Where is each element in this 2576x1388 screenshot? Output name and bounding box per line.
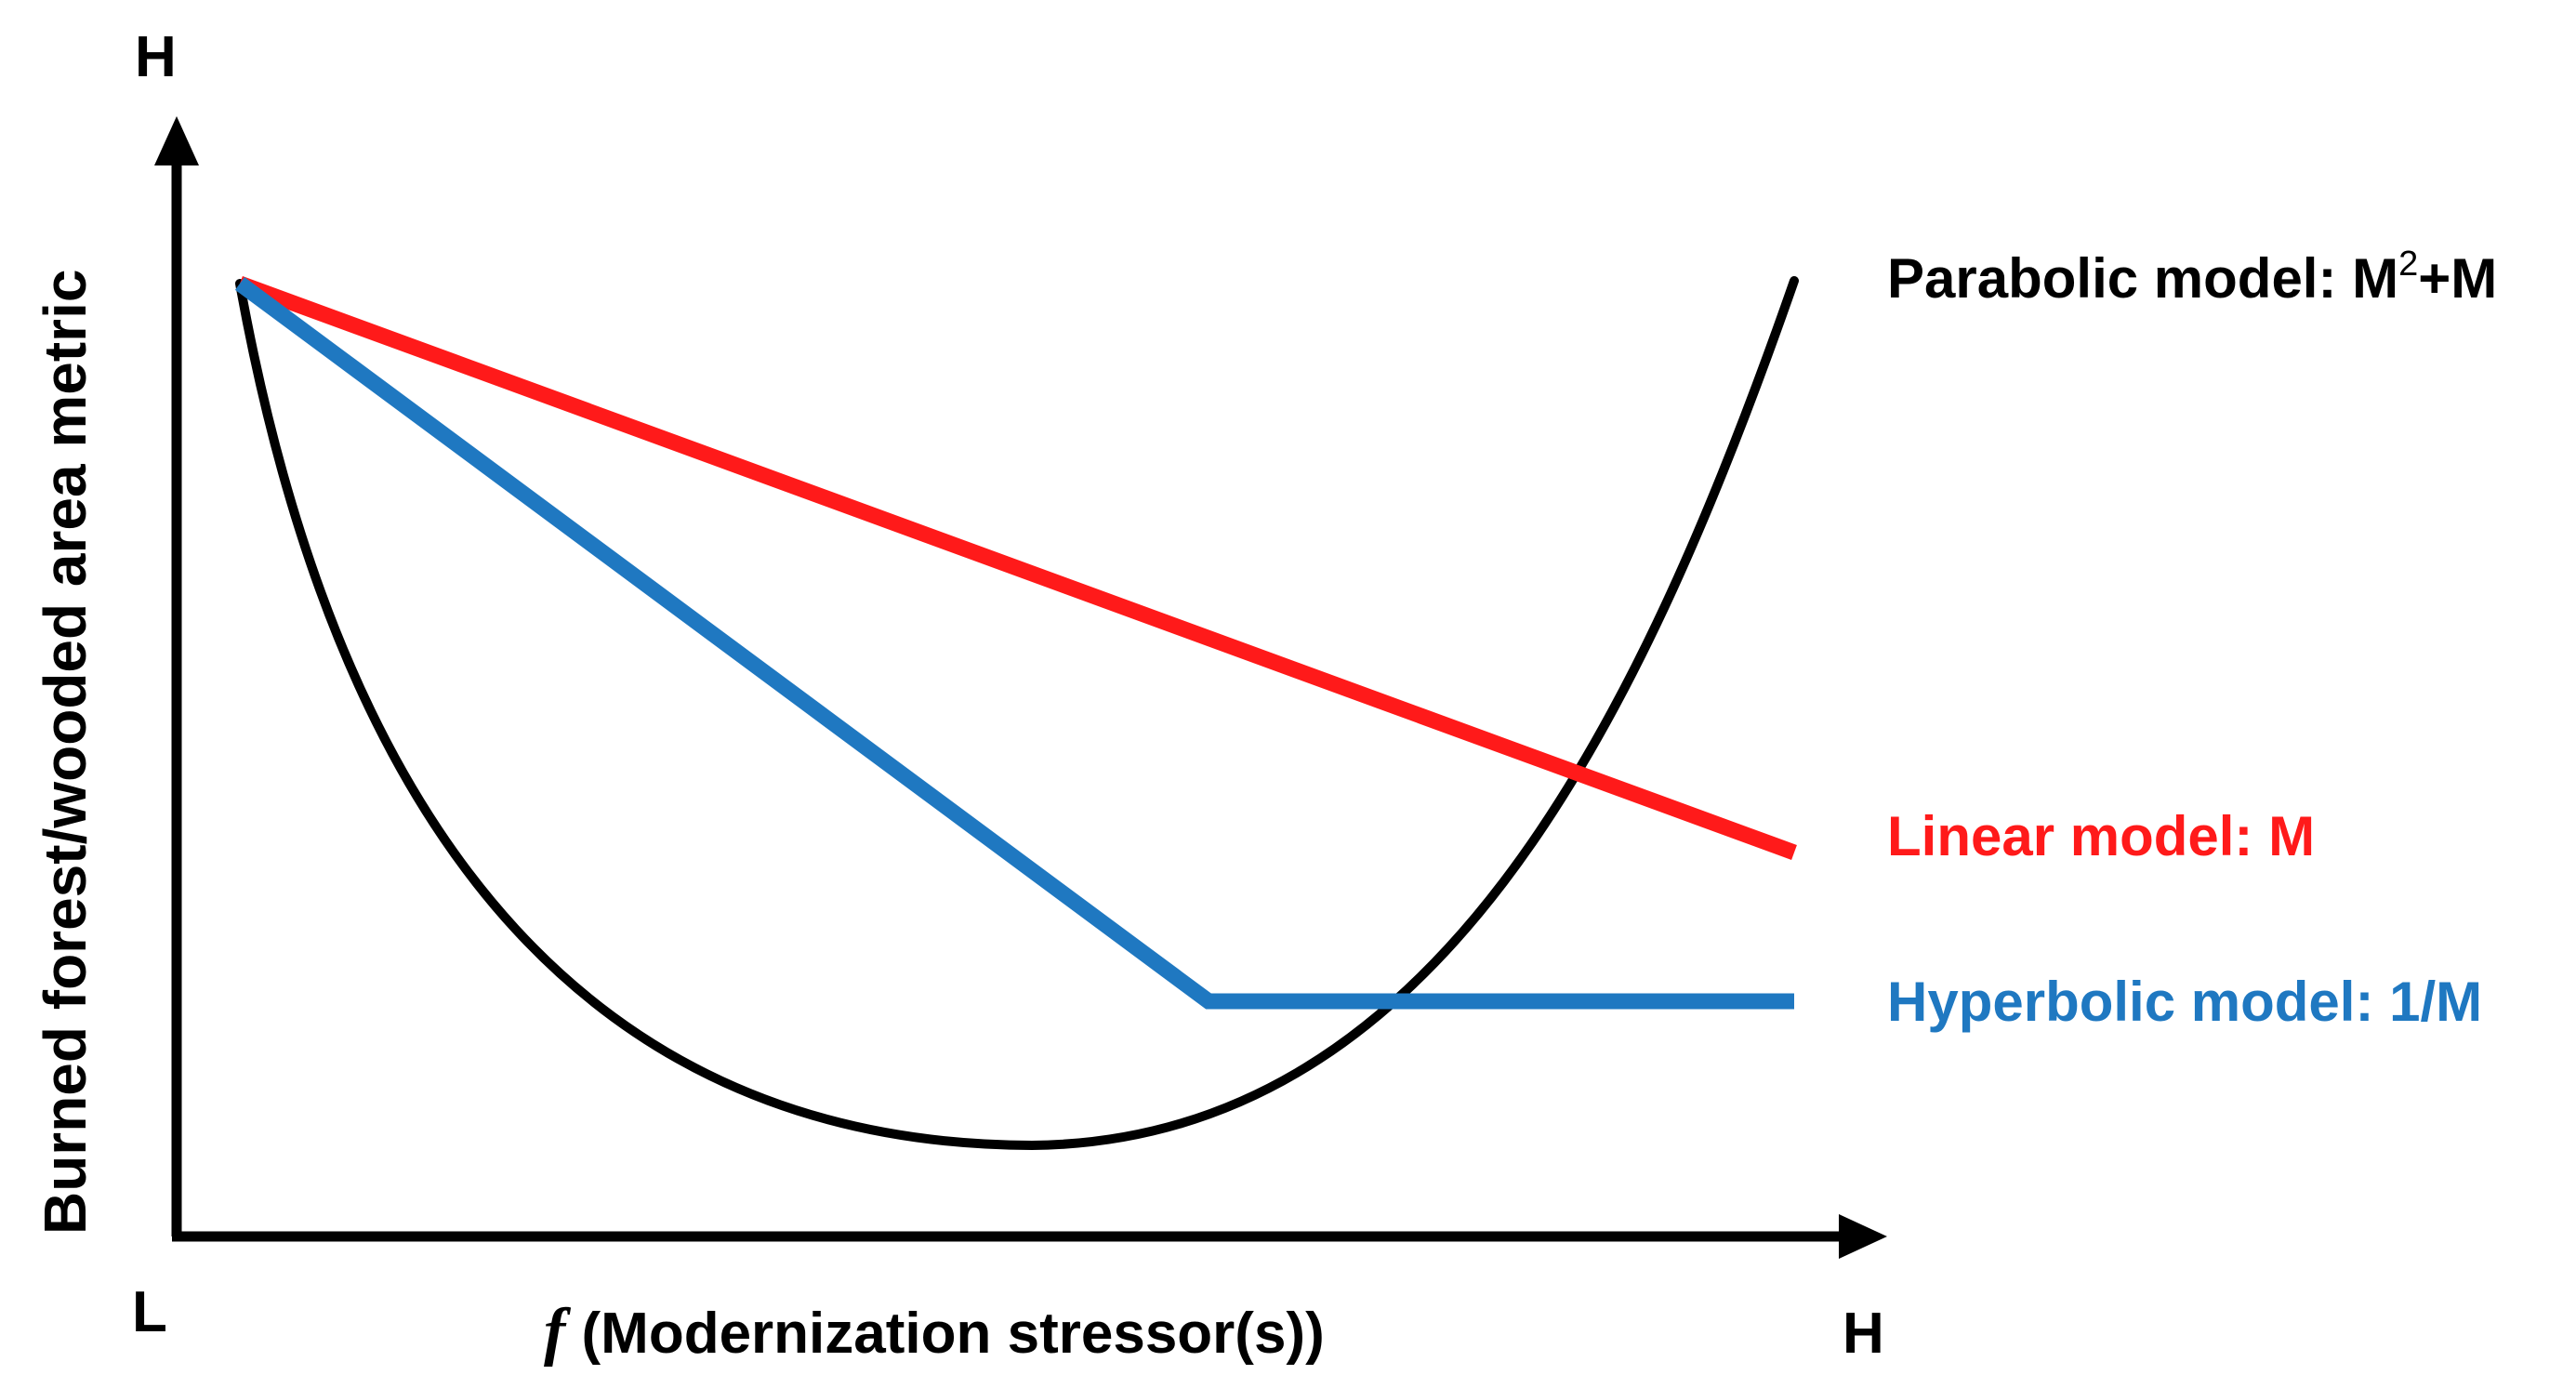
x-axis-arrowhead xyxy=(1839,1214,1887,1259)
y-axis-title: Burned forest/wooded area metric xyxy=(32,270,99,1235)
linear-line xyxy=(237,276,1797,860)
hyperbolic-line xyxy=(234,277,1794,1010)
x-high-label: H xyxy=(1843,1302,1884,1366)
x-axis-title-text: (Modernization stressor(s)) xyxy=(565,1302,1324,1366)
parabolic-label-text: Parabolic model: M xyxy=(1887,247,2398,310)
parabolic-curve xyxy=(235,276,1799,1151)
y-high-label: H xyxy=(135,25,177,89)
y-axis-arrowhead xyxy=(154,116,199,165)
parabolic-label-sup: 2 xyxy=(2398,245,2418,284)
origin-label: L xyxy=(132,1280,167,1344)
linear-label: Linear model: M xyxy=(1887,805,2315,867)
x-axis-title: f (Modernization stressor(s)) xyxy=(544,1296,1325,1368)
parabolic-label-tail: +M xyxy=(2418,247,2497,310)
hyperbolic-label: Hyperbolic model: 1/M xyxy=(1887,971,2482,1033)
parabolic-label: Parabolic model: M2+M xyxy=(1887,245,2497,310)
